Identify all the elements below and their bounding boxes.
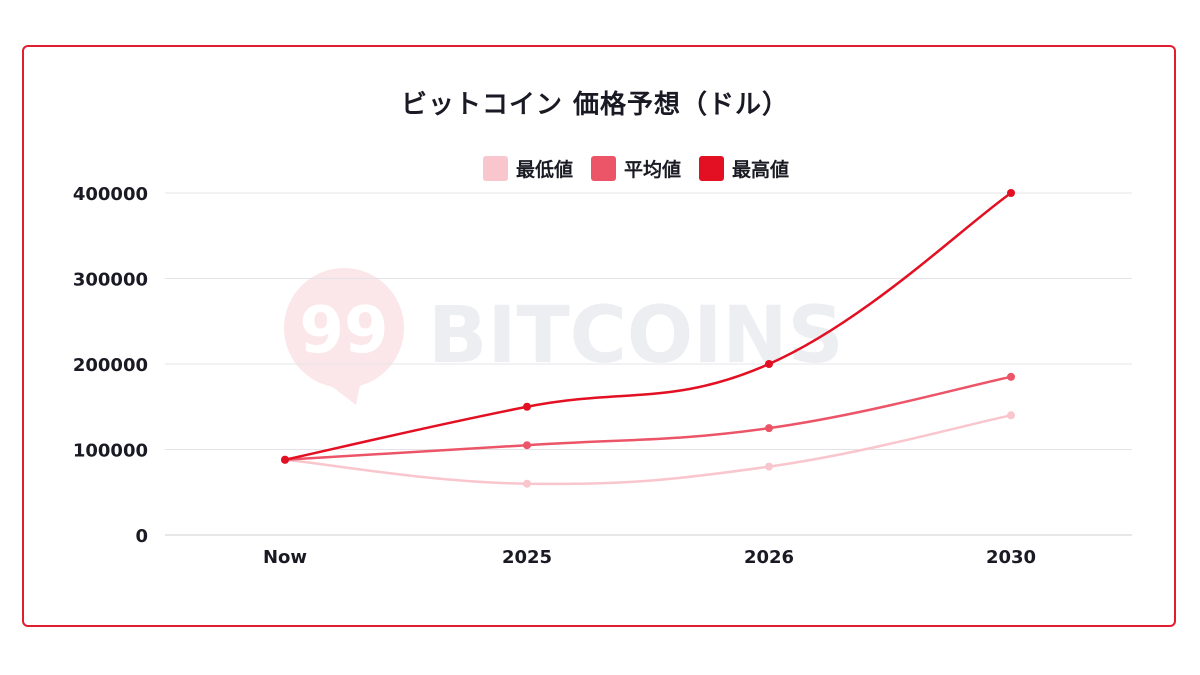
legend-swatch-min [483,156,508,181]
legend-item-avg: 平均値 [591,155,681,182]
legend-label-max: 最高値 [732,159,790,181]
legend-label-min: 最低値 [516,159,574,181]
x-tick-label: 2030 [986,547,1036,568]
watermark-logo-icon [284,268,404,388]
y-tick-label: 300000 [73,270,148,291]
data-point [765,462,773,471]
data-point [1007,372,1015,381]
chart-frame [22,45,1176,627]
y-tick-label: 100000 [73,441,148,462]
watermark-logo-text: 99 [299,294,388,368]
series-line-2 [284,191,1012,461]
watermark-logo-tail [330,385,360,405]
y-tick-label: 400000 [73,184,148,205]
data-point [281,455,289,464]
data-point [523,402,531,411]
data-point [523,441,531,450]
chart-title: ビットコイン 価格予想（ドル） [400,90,790,120]
series-line-1 [284,375,1012,462]
y-tick-label: 0 [135,526,148,547]
data-point [523,479,531,488]
legend-item-min: 最低値 [483,155,573,182]
grid [165,192,1132,536]
data-point [765,360,773,368]
series-group [281,189,1015,488]
data-point [765,424,773,433]
x-tick-label: 2025 [502,547,552,568]
data-point [1007,411,1015,420]
y-tick-label: 200000 [73,355,148,376]
data-point [1007,189,1015,197]
legend: 最低値 平均値 最高値 [483,155,807,182]
watermark: 99 BITCOINS [284,268,844,405]
y-axis-labels: 0 100000 200000 300000 400000 [73,184,148,547]
series-line-0 [284,414,1012,486]
legend-swatch-max [699,156,725,181]
legend-swatch-avg [591,156,617,181]
x-tick-label: 2026 [744,547,794,568]
legend-item-max: 最高値 [699,155,789,182]
x-axis-labels: Now 2025 2026 2030 [263,547,1036,568]
watermark-text: BITCOINS [428,291,844,381]
legend-label-avg: 平均値 [624,159,682,181]
x-tick-label: Now [263,547,307,568]
